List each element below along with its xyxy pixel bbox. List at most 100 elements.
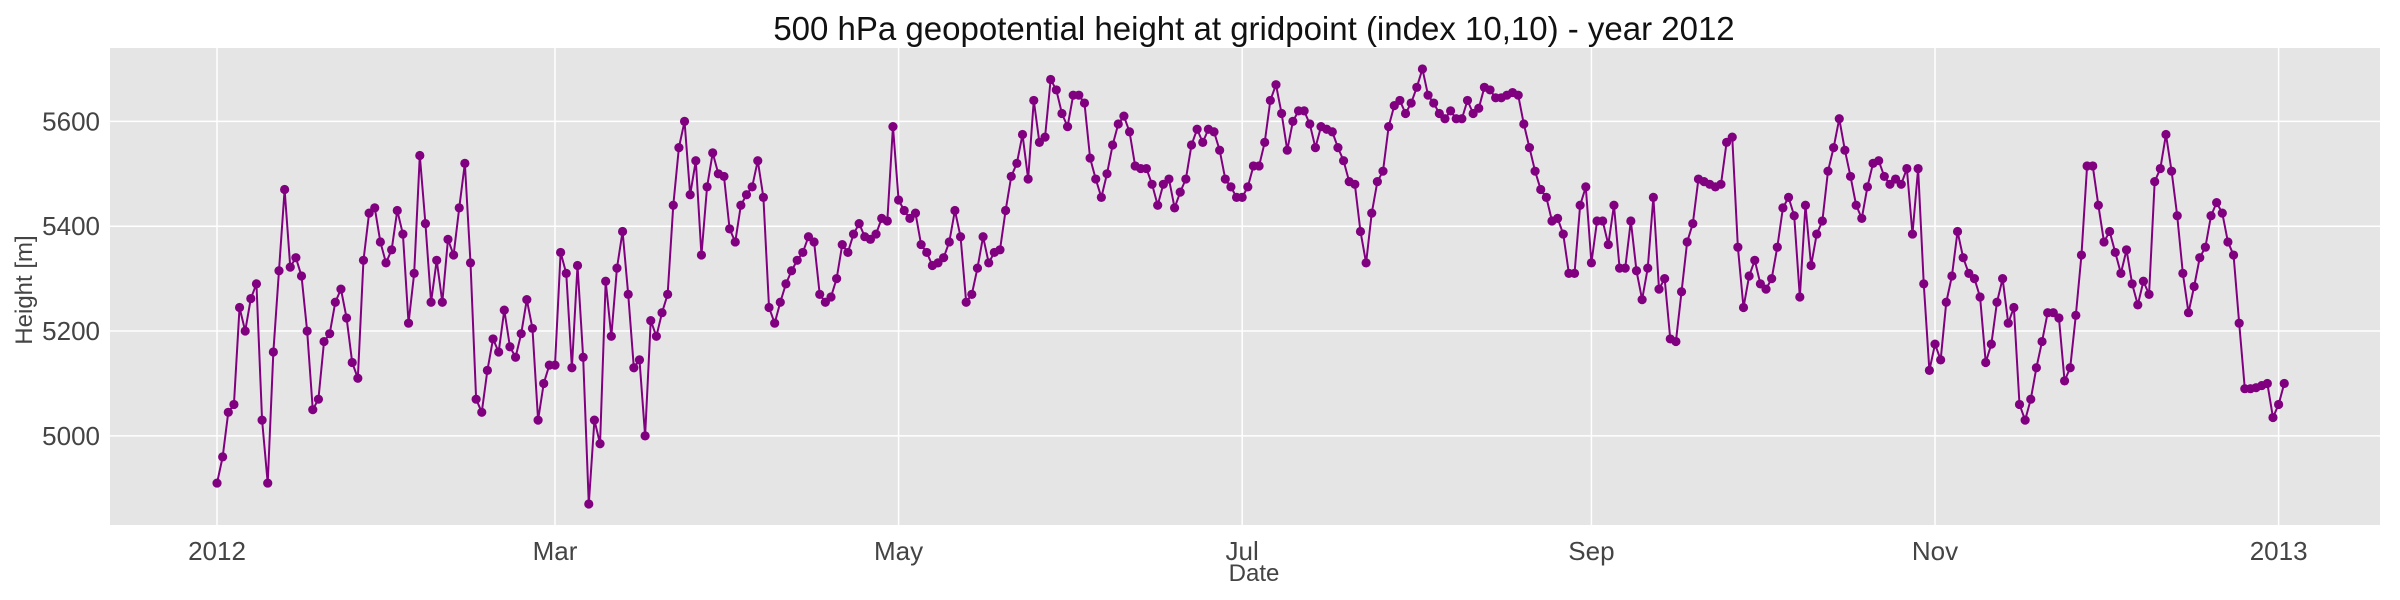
data-point bbox=[1372, 177, 1382, 187]
data-point bbox=[916, 239, 926, 250]
data-point bbox=[1429, 98, 1439, 108]
x-axis-label: Date bbox=[1229, 560, 1280, 587]
data-point bbox=[533, 415, 543, 425]
data-point bbox=[679, 116, 690, 126]
data-point bbox=[1513, 90, 1523, 100]
data-point bbox=[280, 184, 290, 195]
data-point bbox=[510, 352, 521, 362]
data-point bbox=[353, 373, 363, 383]
data-point bbox=[2150, 177, 2160, 187]
data-point bbox=[1654, 284, 1664, 294]
data-point bbox=[1367, 208, 1377, 218]
y-tick-label: 5200 bbox=[42, 316, 100, 346]
data-point bbox=[2127, 279, 2137, 289]
data-point bbox=[556, 247, 566, 258]
data-point bbox=[1952, 226, 1963, 237]
data-point bbox=[2206, 211, 2216, 221]
data-point bbox=[1282, 145, 1292, 155]
data-point bbox=[218, 452, 228, 462]
data-point bbox=[1096, 192, 1106, 202]
data-point bbox=[482, 365, 492, 375]
data-point bbox=[1384, 122, 1394, 132]
data-point bbox=[1012, 158, 1022, 168]
data-point bbox=[1327, 127, 1337, 137]
data-point bbox=[1147, 179, 1157, 189]
data-point bbox=[708, 148, 718, 158]
data-point bbox=[2093, 200, 2103, 210]
data-point bbox=[291, 253, 301, 263]
data-point bbox=[1671, 336, 1681, 347]
data-point bbox=[843, 247, 853, 258]
data-point bbox=[1181, 174, 1191, 184]
data-point bbox=[702, 182, 712, 192]
data-point bbox=[572, 260, 583, 271]
data-point bbox=[1558, 229, 1568, 239]
data-point bbox=[691, 156, 701, 166]
data-point bbox=[1829, 142, 1839, 153]
data-point bbox=[234, 302, 245, 313]
data-point bbox=[2268, 412, 2278, 423]
data-point bbox=[1350, 179, 1360, 189]
data-point bbox=[522, 295, 532, 305]
data-point bbox=[454, 203, 464, 213]
data-point bbox=[1688, 219, 1698, 229]
data-point bbox=[494, 347, 504, 357]
data-point bbox=[651, 331, 661, 341]
data-point bbox=[634, 355, 645, 365]
data-point bbox=[2183, 308, 2194, 318]
data-point bbox=[950, 205, 960, 216]
data-point bbox=[443, 234, 453, 244]
data-point bbox=[888, 122, 898, 132]
data-point bbox=[1040, 132, 1050, 142]
data-point bbox=[2031, 363, 2041, 373]
data-point bbox=[392, 205, 402, 216]
data-point bbox=[775, 297, 785, 307]
data-point bbox=[848, 229, 859, 239]
data-point bbox=[319, 336, 329, 347]
data-point bbox=[2262, 378, 2272, 389]
series-points-group bbox=[212, 64, 2289, 509]
data-point bbox=[1001, 205, 1011, 216]
data-point bbox=[646, 315, 656, 326]
data-point bbox=[370, 203, 380, 213]
data-point bbox=[1783, 192, 1794, 202]
data-point bbox=[449, 250, 459, 260]
data-point bbox=[972, 263, 983, 273]
data-point bbox=[1091, 174, 1101, 184]
data-point bbox=[2065, 363, 2075, 373]
data-point bbox=[477, 407, 487, 417]
data-point bbox=[1851, 200, 1861, 210]
data-point bbox=[2279, 378, 2289, 389]
data-point bbox=[663, 289, 673, 299]
data-point bbox=[984, 258, 994, 268]
data-point bbox=[1462, 95, 1473, 106]
data-point bbox=[246, 293, 256, 304]
grid-lines bbox=[110, 48, 2380, 525]
data-point bbox=[2099, 237, 2109, 247]
data-point bbox=[223, 407, 233, 417]
data-point bbox=[1541, 192, 1551, 202]
data-point bbox=[1998, 274, 2008, 284]
data-point bbox=[1074, 90, 1084, 100]
data-point bbox=[1141, 163, 1152, 174]
data-point bbox=[685, 190, 695, 200]
data-point bbox=[1986, 339, 1996, 349]
data-point bbox=[1660, 274, 1670, 284]
data-point bbox=[285, 262, 295, 272]
data-point bbox=[606, 331, 616, 341]
data-point bbox=[2178, 268, 2188, 278]
data-point bbox=[1417, 64, 1428, 74]
data-point bbox=[1676, 287, 1687, 297]
data-point bbox=[1271, 80, 1281, 90]
data-point bbox=[1648, 192, 1658, 202]
data-point bbox=[1879, 171, 1889, 182]
data-point bbox=[460, 158, 470, 168]
x-tick-label: 2012 bbox=[188, 536, 246, 566]
data-point bbox=[313, 394, 324, 404]
y-tick-label: 5000 bbox=[42, 421, 100, 451]
data-point bbox=[893, 195, 904, 205]
data-point bbox=[1457, 114, 1467, 124]
data-point bbox=[1017, 129, 1028, 140]
data-point bbox=[2234, 318, 2244, 328]
data-point bbox=[1119, 111, 1129, 121]
